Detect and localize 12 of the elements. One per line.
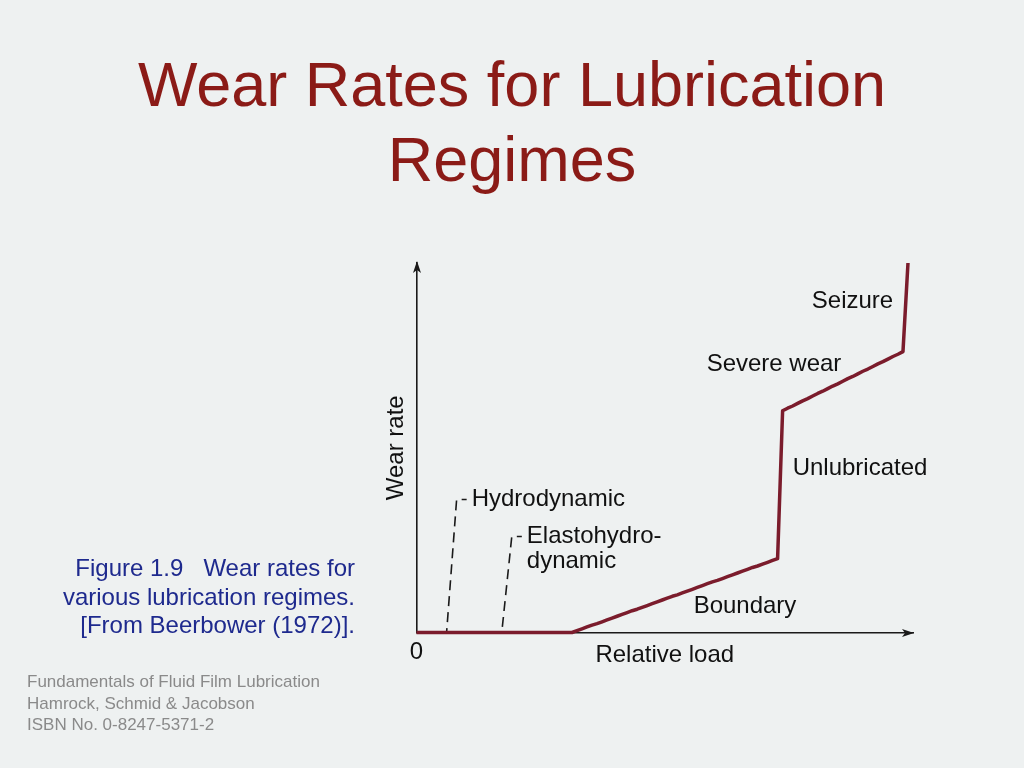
annotation: Seizure <box>811 286 894 314</box>
annotation: Severe wear <box>706 349 842 377</box>
y-axis-title: Wear rate <box>381 395 409 501</box>
annotation: Boundary <box>693 591 797 619</box>
chart-title: Wear Rates for Lubrication Regimes <box>136 48 888 196</box>
caption: Figure 1.9 Wear rates for various lubrication regimes. [From Beerbower (1972)]. <box>62 554 355 640</box>
text: Fundamentals of Fluid Film Lubrication Hamrock, Schmid & Jacobson ISBN No. 0-8247-5371-2 <box>27 671 320 736</box>
series-label: Hydrodynamic <box>471 484 626 512</box>
annotation: Unlubricated <box>792 453 928 481</box>
x-axis-title: Relative load <box>595 640 735 668</box>
series-label: Elastohydro- dynamic <box>526 521 662 574</box>
text: 0 <box>409 637 424 665</box>
